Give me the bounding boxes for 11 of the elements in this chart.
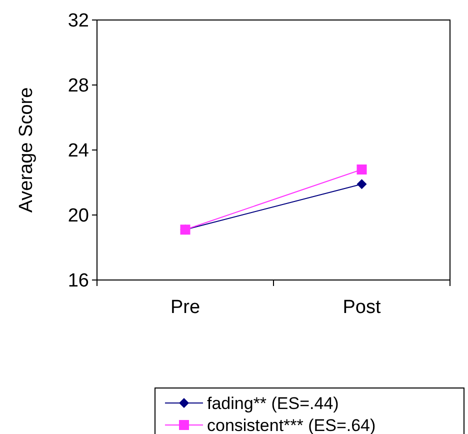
x-tick-label: Post [342, 297, 382, 318]
point [356, 164, 367, 174]
y-tick-label: 32 [68, 10, 89, 32]
y-tick-label: 24 [68, 140, 90, 162]
y-tick-label: 28 [68, 76, 89, 97]
y-tick-label: 20 [68, 206, 89, 227]
y-tick-label: 16 [68, 270, 89, 292]
y-axis-title: Average Score [16, 87, 37, 213]
legend-label: fading** (ES=.44) [207, 394, 339, 413]
x-tick-label: Pre [170, 297, 200, 318]
point [356, 179, 367, 190]
